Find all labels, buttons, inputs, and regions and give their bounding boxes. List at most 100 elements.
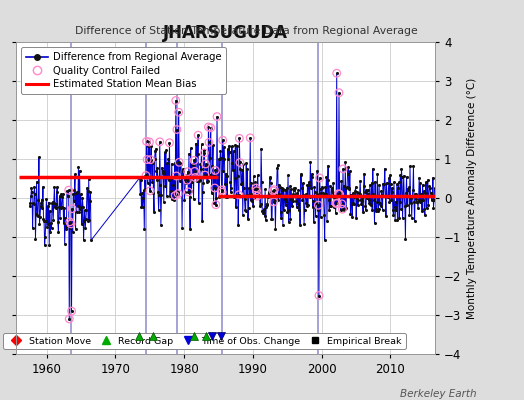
- Point: [410, 198, 418, 205]
- Point: [388, 185, 397, 191]
- Point: [226, 188, 235, 195]
- Point: [417, 190, 425, 197]
- Point: [372, 206, 380, 212]
- Point: [321, 184, 330, 190]
- Point: [340, 206, 348, 213]
- Point: [253, 188, 261, 194]
- Point: [239, 161, 247, 167]
- Point: [214, 156, 223, 162]
- Point: [150, 156, 159, 162]
- Point: [160, 170, 169, 176]
- Point: [322, 174, 331, 180]
- Point: [275, 191, 283, 197]
- Point: [313, 168, 321, 174]
- Point: [252, 185, 260, 191]
- Point: [342, 205, 350, 211]
- Point: [57, 205, 66, 211]
- Point: [150, 208, 158, 215]
- Point: [85, 217, 93, 223]
- Point: [278, 187, 287, 193]
- Point: [327, 202, 335, 209]
- Point: [216, 156, 224, 163]
- Point: [75, 168, 84, 174]
- Point: [376, 201, 385, 207]
- Point: [413, 199, 421, 205]
- Point: [267, 180, 275, 187]
- Point: [361, 203, 369, 209]
- Point: [139, 194, 147, 201]
- Point: [364, 187, 372, 193]
- Point: [430, 185, 439, 192]
- Point: [408, 193, 417, 199]
- Point: [37, 203, 45, 209]
- Point: [156, 139, 164, 145]
- Point: [383, 180, 391, 186]
- Point: [212, 195, 221, 201]
- Point: [280, 196, 289, 202]
- Point: [159, 168, 167, 174]
- Point: [193, 151, 202, 157]
- Point: [399, 193, 407, 200]
- Point: [320, 211, 329, 218]
- Point: [236, 159, 244, 166]
- Point: [306, 159, 314, 165]
- Point: [48, 199, 57, 205]
- Point: [231, 175, 239, 182]
- Point: [288, 191, 297, 198]
- Point: [345, 185, 353, 191]
- Point: [425, 193, 433, 200]
- Point: [296, 222, 304, 228]
- Point: [284, 172, 292, 179]
- Point: [145, 139, 154, 145]
- Point: [180, 197, 189, 204]
- Point: [187, 145, 195, 151]
- Point: [141, 186, 150, 192]
- Point: [311, 189, 319, 195]
- Point: [378, 207, 387, 213]
- Point: [257, 146, 265, 152]
- Point: [238, 167, 246, 174]
- Point: [233, 143, 241, 149]
- Point: [34, 213, 42, 219]
- Point: [81, 225, 90, 231]
- Point: [305, 194, 314, 200]
- Point: [216, 148, 225, 154]
- Point: [28, 225, 37, 231]
- Point: [64, 187, 73, 193]
- Point: [383, 193, 391, 199]
- Point: [174, 190, 182, 197]
- Point: [393, 217, 401, 223]
- Point: [278, 185, 286, 191]
- Point: [347, 201, 356, 207]
- Point: [194, 132, 202, 138]
- Point: [398, 174, 406, 181]
- Point: [392, 207, 400, 214]
- Point: [321, 236, 329, 243]
- Point: [213, 184, 222, 191]
- Point: [70, 187, 79, 193]
- Point: [158, 164, 166, 171]
- Point: [373, 199, 381, 205]
- Point: [235, 135, 244, 142]
- Point: [232, 204, 240, 210]
- Point: [390, 204, 399, 210]
- Point: [171, 192, 179, 199]
- Point: [177, 173, 185, 179]
- Point: [407, 195, 416, 202]
- Point: [171, 97, 180, 104]
- Point: [230, 194, 238, 200]
- Point: [158, 170, 167, 176]
- Point: [268, 216, 276, 222]
- Point: [146, 188, 154, 194]
- Point: [338, 206, 346, 212]
- Point: [224, 156, 233, 162]
- Point: [386, 181, 395, 187]
- Point: [323, 177, 332, 183]
- Point: [282, 184, 291, 191]
- Point: [364, 191, 373, 197]
- Point: [268, 188, 277, 195]
- Point: [302, 191, 310, 197]
- Point: [392, 181, 401, 188]
- Point: [404, 187, 412, 193]
- Point: [290, 186, 298, 193]
